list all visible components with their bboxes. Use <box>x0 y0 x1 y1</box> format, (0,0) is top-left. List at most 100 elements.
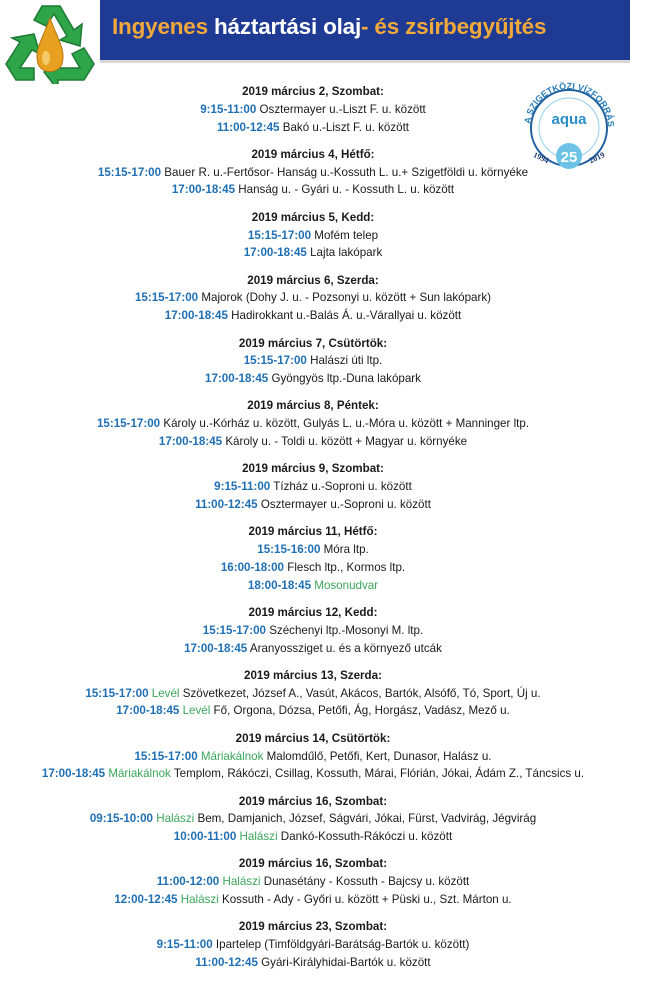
entry-streets: Gyári-Királyhidai-Bartók u. között <box>257 955 431 969</box>
entry-streets: Hadirokkant u.-Balás Á. u.-Várallyai u. … <box>227 309 462 323</box>
schedule-entry: 9:15-11:00 Osztermayer u.-Liszt F. u. kö… <box>0 101 626 119</box>
schedule-entry: 15:15-17:00 Széchenyi ltp.-Mosonyi M. lt… <box>0 622 626 640</box>
aqua-25-anniversary-logo: A SZIGETKÖZI VÍZFORRÁS aqua 25 1994 2019 <box>522 81 616 169</box>
entry-streets: Ipartelep (Timföldgyári-Barátság-Bartók … <box>212 938 470 952</box>
schedule-entry: 15:15-17:00 Mofém telep <box>0 227 626 245</box>
time-range: 17:00-18:45 <box>184 641 248 655</box>
schedule-day: 2019 március 11, Hétfő: 15:15-16:00 Móra … <box>0 523 626 594</box>
recycle-oil-drop-icon <box>5 5 95 84</box>
schedule-day: 2019 március 5, Kedd: 15:15-17:00 Mofém t… <box>0 209 626 262</box>
time-range: 15:15-17:00 <box>247 228 312 242</box>
time-range: 15:15-17:00 <box>96 417 161 431</box>
time-range: 12:00-12:45 <box>114 893 178 907</box>
schedule-date: 2019 március 16, Szombat: <box>238 857 388 871</box>
entry-streets: Kossuth - Ady - Győri u. között + Püski … <box>218 893 512 907</box>
schedule-day: 2019 március 14, Csütörtök: 15:15-17:00 M… <box>0 730 626 783</box>
schedule-date: 2019 március 12, Kedd: <box>248 605 378 619</box>
svg-text:25: 25 <box>561 149 578 166</box>
schedule-day: 2019 március 16, Szombat: 09:15-10:00 Hal… <box>0 793 626 846</box>
entry-streets: Majorok (Dohy J. u. - Pozsonyi u. között… <box>198 291 492 305</box>
schedule-entry: 09:15-10:00 Halászi Bem, Damjanich, Józs… <box>0 810 626 828</box>
schedule-date: 2019 március 23, Szombat: <box>238 920 388 934</box>
schedule-entry: 17:00-18:45 Károly u. - Toldi u. között … <box>0 433 626 451</box>
schedule-entry: 17:00-18:45 Lajta lakópark <box>0 244 626 262</box>
time-range: 16:00-18:00 <box>220 560 285 574</box>
time-range: 15:15-17:00 <box>85 686 149 700</box>
time-range: 15:15-16:00 <box>257 543 321 557</box>
schedule-date: 2019 március 11, Hétfő: <box>248 525 378 539</box>
entry-streets: Bauer R. u.-Fertősor- Hanság u.-Kossuth … <box>161 165 529 179</box>
schedule-date: 2019 március 16, Szombat: <box>238 794 388 808</box>
entry-streets: Tízház u.-Soproni u. között <box>270 480 412 494</box>
time-range: 9:15-11:00 <box>214 480 271 494</box>
schedule-day: 2019 március 8, Péntek: 15:15-17:00 Károl… <box>0 397 626 450</box>
schedule-entry: 18:00-18:45 Mosonudvar <box>0 577 626 595</box>
time-range: 9:15-11:00 <box>156 938 213 952</box>
entry-streets: Templom, Rákóczi, Csillag, Kossuth, Mára… <box>170 767 585 781</box>
entry-streets: Flesch ltp., Kormos ltp. <box>284 560 406 574</box>
schedule-entry: 17:00-18:45 Gyöngyös ltp.-Duna lakópark <box>0 370 626 388</box>
entry-streets: Mofém telep <box>311 228 379 242</box>
schedule-day: 2019 március 13, Szerda: 15:15-17:00 Levé… <box>0 667 626 720</box>
entry-streets: Osztermayer u.-Soproni u. között <box>257 497 431 511</box>
time-range: 17:00-18:45 <box>164 309 228 323</box>
time-range: 18:00-18:45 <box>247 578 312 592</box>
schedule-day: 2019 március 2, Szombat: 9:15-11:00 Oszte… <box>0 83 626 136</box>
time-range: 11:00-12:45 <box>216 120 280 134</box>
entry-streets: Fő, Orgona, Dózsa, Petőfi, Ág, Horgász, … <box>210 704 510 718</box>
schedule-day: 2019 március 23, Szombat: 9:15-11:00 Ipar… <box>0 918 626 971</box>
schedule-entry: 11:00-12:45 Bakó u.-Liszt F. u. között <box>0 119 626 137</box>
time-range: 11:00-12:45 <box>195 955 258 969</box>
schedule-entry: 17:00-18:45 Aranyossziget u. és a környe… <box>0 640 626 658</box>
schedule-entry: 9:15-11:00 Tízház u.-Soproni u. között <box>0 478 626 496</box>
entry-streets: Károly u. - Toldi u. között + Magyar u. … <box>222 435 468 449</box>
schedule-day: 2019 március 4, Hétfő: 15:15-17:00 Bauer … <box>0 146 626 199</box>
location-name: Halászi <box>236 830 278 844</box>
schedule-entry: 15:15-17:00 Majorok (Dohy J. u. - Pozson… <box>0 289 626 307</box>
time-range: 15:15-17:00 <box>134 749 198 763</box>
schedule-entry: 10:00-11:00 Halászi Dankó-Kossuth-Rákócz… <box>0 828 626 846</box>
svg-text:aqua: aqua <box>551 111 587 128</box>
page-title: Ingyenes háztartási olaj- és zsírbegyűjt… <box>112 14 546 40</box>
entry-streets: Móra ltp. <box>320 543 369 557</box>
schedule-entry: 11:00-12:45 Osztermayer u.-Soproni u. kö… <box>0 496 626 514</box>
location-name: Máriakálnok <box>197 749 264 763</box>
schedule-entry: 15:15-17:00 Károly u.-Kórház u. között, … <box>0 415 626 433</box>
schedule-entry: 17:00-18:45 Hanság u. - Gyári u. - Kossu… <box>0 181 626 199</box>
schedule-day: 2019 március 12, Kedd: 15:15-17:00 Széche… <box>0 604 626 657</box>
location-name: Mosonudvar <box>311 578 379 592</box>
time-range: 17:00-18:45 <box>171 183 236 197</box>
schedule-date: 2019 március 13, Szerda: <box>244 668 382 682</box>
schedule-entry: 11:00-12:45 Gyári-Királyhidai-Bartók u. … <box>0 954 626 972</box>
time-range: 11:00-12:00 <box>156 875 220 889</box>
entry-streets: Lajta lakópark <box>306 246 383 260</box>
schedule-entry: 17:00-18:45 Levél Fő, Orgona, Dózsa, Pet… <box>0 702 626 720</box>
entry-streets: Malomdűlő, Petőfi, Kert, Dunasor, Halász… <box>263 749 492 763</box>
time-range: 17:00-18:45 <box>158 435 223 449</box>
location-name: Levél <box>148 686 180 700</box>
time-range: 15:15-17:00 <box>134 291 199 305</box>
time-range: 17:00-18:45 <box>41 767 106 781</box>
schedule-entry: 9:15-11:00 Ipartelep (Timföldgyári-Barát… <box>0 936 626 954</box>
schedule-date: 2019 március 4, Hétfő: <box>251 147 375 161</box>
schedule-day: 2019 március 7, Csütörtök: 15:15-17:00 Ha… <box>0 335 626 388</box>
location-name: Máriakálnok <box>105 767 171 781</box>
schedule-date: 2019 március 5, Kedd: <box>251 210 375 224</box>
entry-streets: Széchenyi ltp.-Mosonyi M. ltp. <box>265 623 424 637</box>
schedule-entry: 17:00-18:45 Hadirokkant u.-Balás Á. u.-V… <box>0 307 626 325</box>
schedule-entry: 17:00-18:45 Máriakálnok Templom, Rákóczi… <box>0 765 626 783</box>
header-banner <box>100 0 630 60</box>
schedule-day: 2019 március 9, Szombat: 9:15-11:00 Tízhá… <box>0 460 626 513</box>
schedule-date: 2019 március 2, Szombat: <box>242 85 384 98</box>
entry-streets: Gyöngyös ltp.-Duna lakópark <box>268 372 421 386</box>
collection-schedule: 2019 március 2, Szombat: 9:15-11:00 Oszte… <box>0 83 626 981</box>
schedule-day: 2019 március 16, Szombat: 11:00-12:00 Hal… <box>0 855 626 908</box>
time-range: 9:15-11:00 <box>200 102 257 116</box>
schedule-entry: 15:15-17:00 Halászi úti ltp. <box>0 352 626 370</box>
entry-streets: Hanság u. - Gyári u. - Kossuth L. u. köz… <box>235 183 455 197</box>
location-name: Halászi <box>177 893 219 907</box>
time-range: 09:15-10:00 <box>89 812 153 826</box>
title-part-3: - és zsírbegyűjtés <box>361 14 547 39</box>
time-range: 15:15-17:00 <box>243 354 307 368</box>
location-name: Halászi <box>219 875 261 889</box>
